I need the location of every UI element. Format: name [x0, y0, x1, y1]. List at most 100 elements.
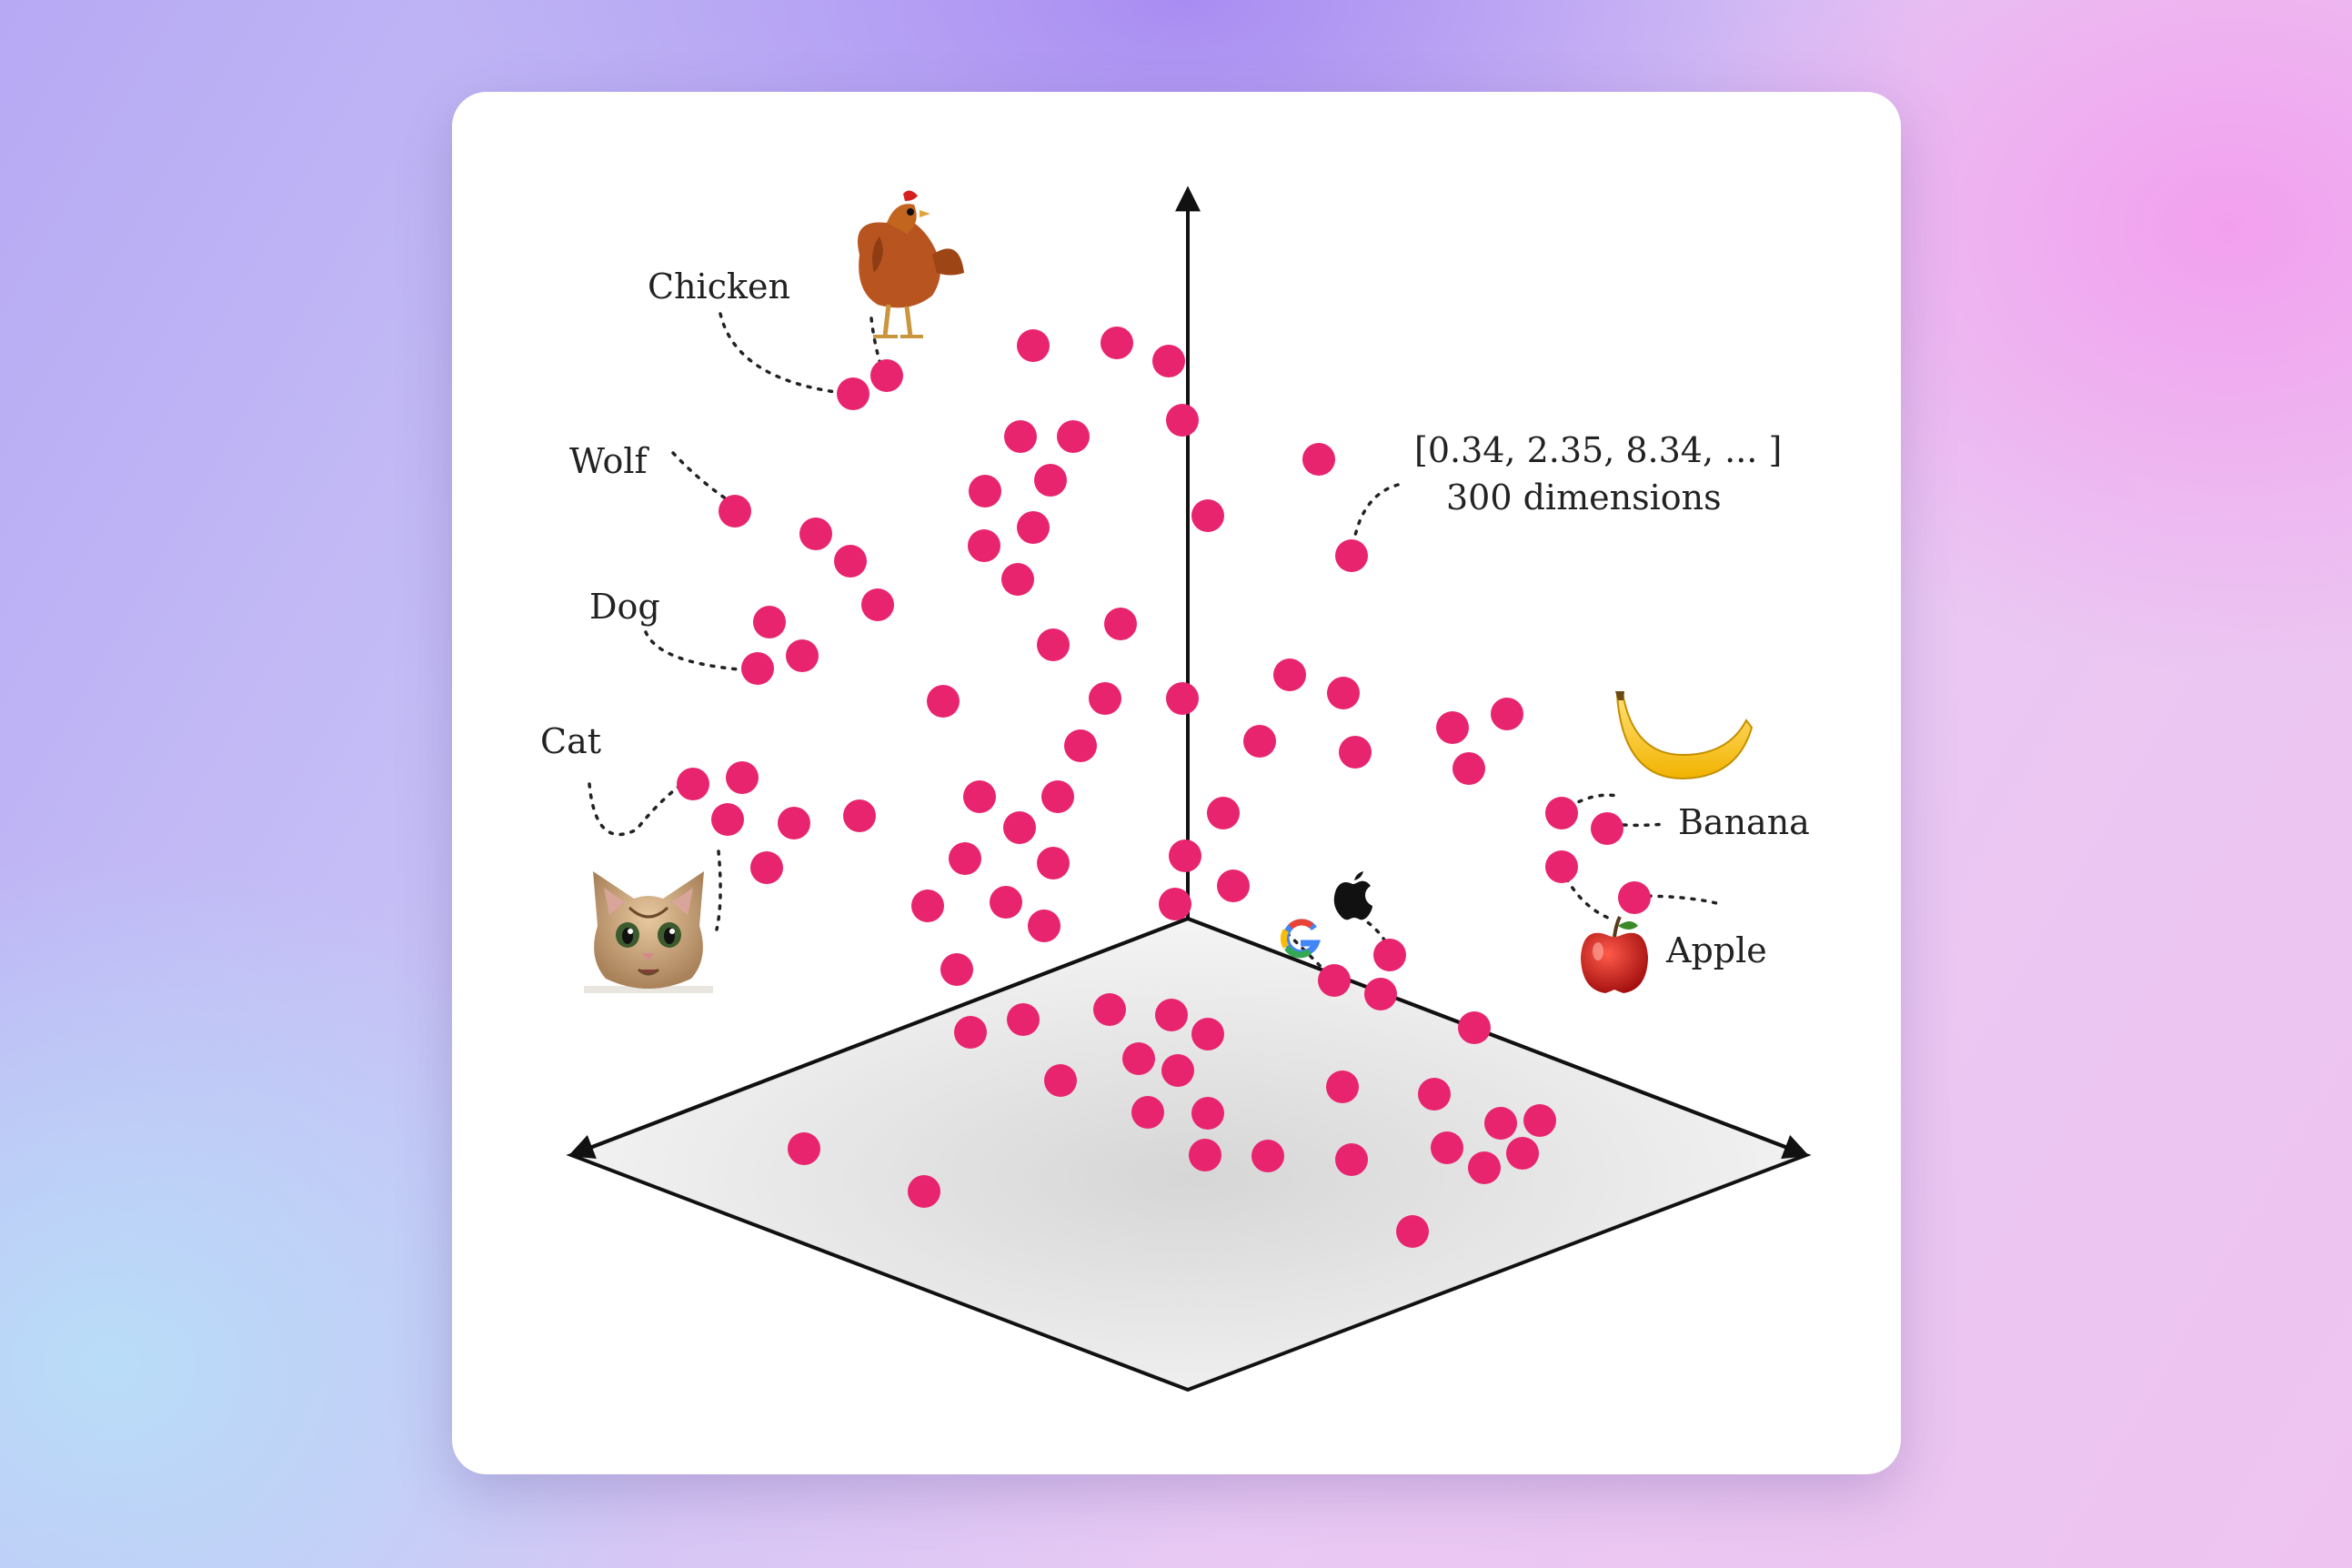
embedding-point	[911, 890, 944, 922]
embedding-point	[1161, 1054, 1194, 1087]
embedding-point	[870, 359, 903, 392]
embedding-point	[1191, 499, 1224, 532]
embedding-point	[940, 953, 973, 986]
label-cat: Cat	[540, 721, 601, 761]
embedding-point	[1037, 847, 1070, 879]
embedding-point	[1037, 628, 1070, 661]
embedding-point	[1166, 404, 1199, 437]
embedding-point	[1251, 1140, 1284, 1172]
embedding-point	[1101, 327, 1133, 359]
embedding-point	[1545, 850, 1578, 883]
point-cloud	[677, 327, 1651, 1248]
embedding-point	[711, 803, 744, 836]
embedding-point	[1152, 345, 1185, 377]
embedding-point	[1003, 811, 1036, 844]
embedding-point	[927, 685, 960, 718]
embedding-point	[1017, 329, 1050, 362]
embedding-point	[778, 807, 810, 839]
embedding-point	[726, 761, 759, 794]
leader-dog	[644, 630, 752, 672]
embedding-point	[1243, 725, 1276, 758]
embedding-point	[1318, 964, 1351, 997]
embedding-point	[1523, 1104, 1556, 1137]
embedding-point	[753, 606, 786, 638]
label-vector: [0.34, 2.35, 8.34, ... ]	[1414, 430, 1782, 470]
apple-logo-icon	[1333, 871, 1372, 920]
embedding-point	[1169, 839, 1201, 872]
label-dimensions: 300 dimensions	[1446, 477, 1722, 518]
embedding-point	[750, 851, 783, 884]
leader-banana-label	[1622, 822, 1666, 828]
embedding-point	[1436, 711, 1469, 744]
embedding-point	[1159, 888, 1191, 920]
embedding-point	[1207, 797, 1240, 829]
embedding-point	[843, 799, 876, 832]
embedding-point	[908, 1175, 940, 1208]
embedding-point	[1057, 420, 1090, 453]
embedding-point	[1335, 539, 1368, 572]
embedding-point	[1326, 1070, 1359, 1103]
embedding-point	[837, 377, 869, 410]
embedding-point	[799, 518, 832, 550]
embedding-point	[1458, 1011, 1491, 1044]
embedding-point	[1041, 780, 1074, 813]
embedding-point	[1491, 698, 1523, 730]
label-dog: Dog	[589, 587, 660, 627]
label-wolf: Wolf	[569, 441, 650, 481]
embedding-point	[1191, 1018, 1224, 1050]
embedding-point	[1364, 978, 1397, 1010]
embedding-point	[1335, 1143, 1368, 1176]
right-axis	[1187, 917, 1810, 1160]
embedding-point	[1017, 511, 1050, 544]
embedding-point	[786, 639, 819, 672]
embedding-point	[1373, 939, 1406, 971]
left-axis	[568, 917, 1189, 1160]
embedding-point	[834, 545, 867, 578]
embedding-point	[741, 652, 774, 685]
leader-apple-top	[1560, 867, 1612, 920]
embedding-point	[1506, 1137, 1539, 1170]
leader-cat-label	[588, 779, 689, 837]
embedding-point	[1089, 682, 1121, 715]
embedding-point	[1339, 736, 1372, 769]
banana-icon	[1615, 691, 1754, 780]
embedding-point	[1431, 1131, 1463, 1164]
label-banana: Banana	[1678, 802, 1810, 842]
embedding-point	[1191, 1097, 1224, 1130]
embedding-point	[963, 780, 996, 813]
apple-icon	[1581, 916, 1648, 993]
embedding-point	[990, 886, 1022, 919]
leader-wolf	[671, 451, 734, 505]
embedding-point	[1064, 729, 1097, 762]
embedding-point	[1396, 1215, 1429, 1248]
embedding-point	[1468, 1151, 1501, 1184]
label-chicken: Chicken	[648, 266, 790, 307]
embedding-point	[949, 842, 981, 875]
embedding-point	[1028, 910, 1060, 942]
embedding-point	[677, 768, 709, 800]
embedding-point	[1131, 1096, 1164, 1129]
embedding-point	[861, 588, 894, 621]
embedding-point	[968, 529, 1000, 562]
embedding-point	[1189, 1139, 1221, 1171]
embedding-point	[1545, 797, 1578, 829]
embedding-point	[1093, 993, 1126, 1026]
embedding-point	[1104, 608, 1137, 640]
label-apple: Apple	[1665, 930, 1767, 970]
embedding-point	[719, 495, 751, 528]
embedding-point	[1217, 869, 1250, 902]
google-logo-icon	[1280, 919, 1322, 959]
embedding-point	[1418, 1078, 1451, 1111]
embedding-point	[788, 1132, 820, 1165]
embedding-point	[1452, 752, 1485, 785]
embedding-point	[969, 475, 1001, 508]
embedding-point	[1001, 563, 1034, 596]
embedding-point	[954, 1016, 987, 1049]
embedding-point	[1007, 1003, 1040, 1036]
leader-chicken-label	[719, 312, 852, 396]
embedding-point	[1044, 1064, 1077, 1097]
chicken-icon	[858, 190, 964, 338]
embedding-point	[1484, 1107, 1517, 1140]
leader-banana-top	[1558, 793, 1619, 814]
